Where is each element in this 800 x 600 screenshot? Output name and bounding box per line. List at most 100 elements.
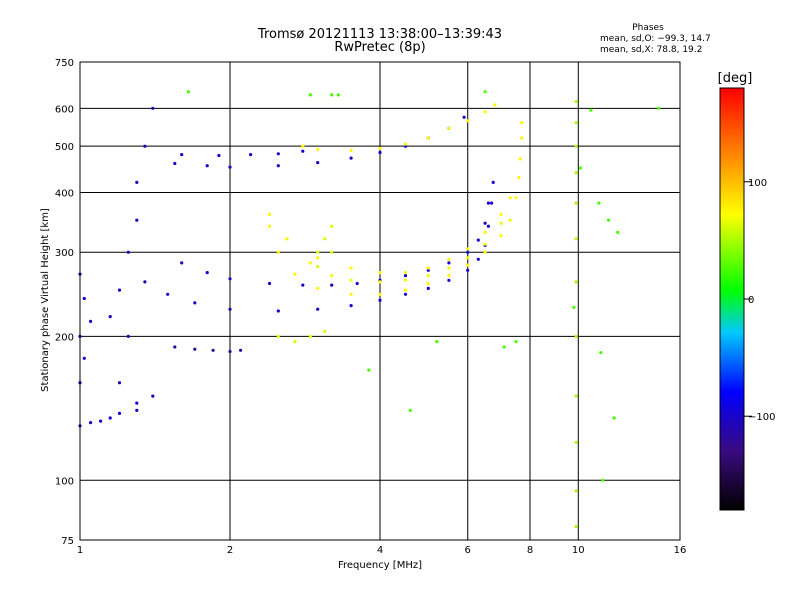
echo-point bbox=[606, 218, 611, 222]
echo-point bbox=[466, 250, 470, 254]
echo-point bbox=[378, 298, 382, 302]
echo-point bbox=[517, 175, 521, 180]
echo-point bbox=[518, 157, 522, 161]
echo-point bbox=[378, 146, 382, 150]
echo-point bbox=[408, 408, 412, 412]
echo-point bbox=[466, 247, 470, 251]
echo-point bbox=[476, 238, 480, 242]
echo-point bbox=[205, 164, 209, 168]
echo-point bbox=[316, 286, 320, 290]
echo-point bbox=[349, 304, 353, 308]
echo-point bbox=[316, 147, 320, 152]
echo-point bbox=[249, 153, 253, 157]
y-axis-label: Stationary phase Virtual Height [km] bbox=[40, 208, 51, 392]
echo-point bbox=[301, 149, 305, 153]
phase-o-stats: mean, sd,O: −99.3, 14.7 bbox=[600, 34, 711, 44]
y-tick-label: 100 bbox=[55, 476, 74, 487]
echo-point bbox=[462, 115, 466, 119]
echo-point bbox=[499, 234, 503, 238]
echo-point bbox=[308, 261, 312, 265]
echo-point bbox=[597, 201, 601, 205]
echo-point bbox=[276, 164, 280, 168]
echo-point bbox=[330, 93, 334, 97]
echo-point bbox=[426, 281, 430, 286]
echo-point bbox=[301, 144, 305, 148]
echo-point bbox=[508, 196, 512, 200]
echo-point bbox=[89, 421, 93, 425]
echo-point bbox=[126, 250, 130, 254]
echo-point bbox=[476, 257, 480, 261]
echo-point bbox=[483, 242, 487, 246]
x-tick-label: 8 bbox=[527, 545, 533, 556]
echo-point bbox=[308, 334, 312, 338]
echo-point bbox=[349, 266, 353, 270]
echo-point bbox=[574, 525, 578, 529]
plot-frame bbox=[79, 61, 681, 541]
echo-point bbox=[166, 292, 170, 296]
echo-point bbox=[316, 307, 320, 311]
chart-subtitle: RwPretec (8p) bbox=[334, 40, 426, 55]
echo-point bbox=[151, 394, 155, 398]
echo-point bbox=[193, 347, 197, 351]
echo-point bbox=[193, 301, 197, 305]
echo-point bbox=[574, 99, 578, 104]
echo-point bbox=[316, 250, 320, 254]
echo-point bbox=[367, 368, 371, 372]
x-axis-label: Frequency [MHz] bbox=[338, 560, 422, 571]
echo-point bbox=[330, 274, 334, 278]
echo-point bbox=[502, 345, 506, 349]
echo-point bbox=[330, 250, 334, 254]
echo-point bbox=[466, 268, 470, 272]
echo-points bbox=[78, 90, 661, 529]
echo-point bbox=[330, 283, 334, 287]
echo-point bbox=[330, 224, 334, 228]
x-tick-label: 6 bbox=[465, 545, 471, 556]
y-tick-label: 600 bbox=[55, 104, 74, 115]
echo-point bbox=[349, 278, 353, 282]
y-tick-label: 200 bbox=[55, 332, 74, 343]
echo-point bbox=[378, 292, 382, 296]
colorbar-tick-label: 0 bbox=[748, 295, 754, 306]
colorbar-label: [deg] bbox=[718, 71, 753, 86]
echo-point bbox=[499, 221, 503, 225]
echo-point bbox=[143, 280, 147, 284]
echo-point bbox=[520, 136, 524, 140]
echo-point bbox=[276, 309, 280, 313]
echo-point bbox=[126, 334, 130, 338]
colorbar-ticks: 100 0 −100 bbox=[744, 178, 775, 423]
echo-point bbox=[99, 419, 103, 423]
echo-point bbox=[616, 230, 620, 234]
x-tick-label: 1 bbox=[77, 545, 83, 556]
echo-point bbox=[173, 345, 177, 349]
echo-point bbox=[228, 307, 232, 311]
echo-point bbox=[483, 90, 487, 94]
echo-point bbox=[293, 340, 297, 344]
x-tick-label: 4 bbox=[377, 545, 383, 556]
echo-point bbox=[447, 257, 451, 261]
echo-point bbox=[117, 411, 122, 415]
echo-point bbox=[108, 416, 112, 420]
echo-point bbox=[378, 280, 382, 284]
y-tick-label: 75 bbox=[61, 536, 74, 547]
echo-point bbox=[403, 288, 408, 292]
echo-point bbox=[599, 351, 603, 355]
echo-point bbox=[323, 329, 327, 333]
echo-point bbox=[276, 250, 280, 254]
echo-point bbox=[426, 268, 430, 272]
echo-point bbox=[514, 196, 518, 200]
echo-point bbox=[108, 315, 112, 319]
echo-point bbox=[574, 394, 578, 398]
echo-point bbox=[466, 256, 470, 260]
x-tick-label: 10 bbox=[572, 545, 585, 556]
echo-point bbox=[499, 212, 503, 216]
echo-point bbox=[217, 153, 221, 158]
echo-point bbox=[466, 263, 470, 267]
echo-point bbox=[228, 165, 232, 169]
colorbar-tick-label: 100 bbox=[748, 178, 767, 189]
echo-point bbox=[483, 250, 487, 254]
echo-point bbox=[267, 281, 272, 286]
y-tick-label: 500 bbox=[55, 142, 74, 153]
echo-point bbox=[574, 280, 578, 284]
echo-point bbox=[574, 440, 578, 444]
